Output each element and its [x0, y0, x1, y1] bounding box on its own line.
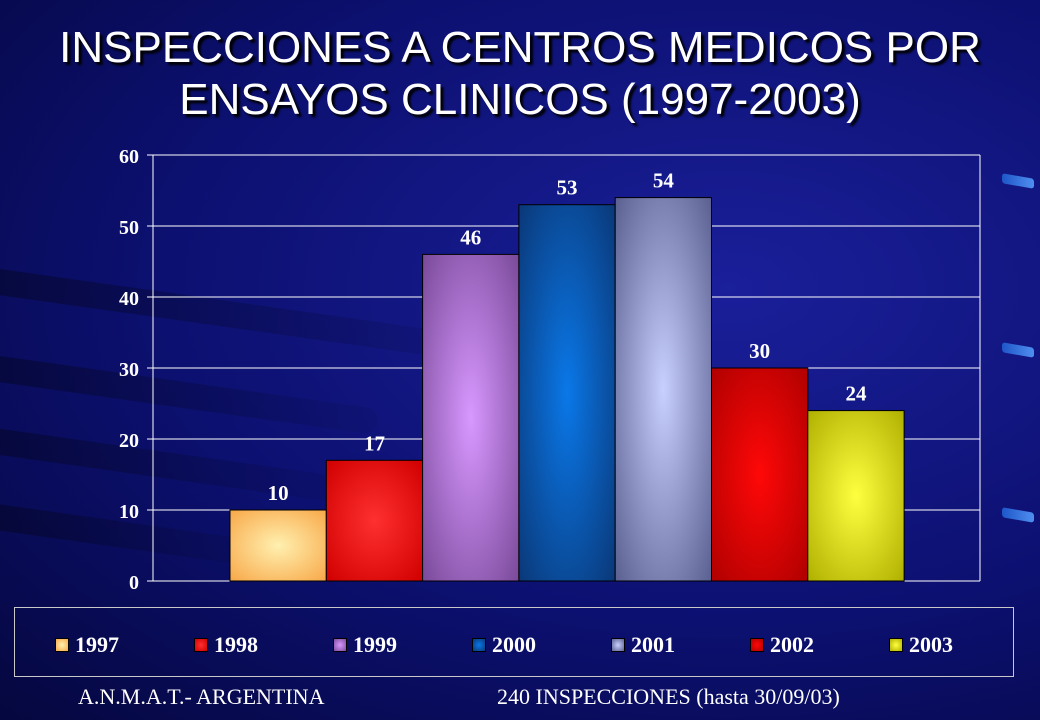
bar-2003 [807, 410, 905, 582]
legend-item-2000: 2000 [472, 634, 536, 656]
legend-item-1997: 1997 [55, 634, 119, 656]
bar-2000 [518, 204, 616, 582]
legend-swatch [194, 638, 208, 652]
legend-swatch [472, 638, 486, 652]
footer-total: 240 INSPECCIONES (hasta 30/09/03) [497, 684, 840, 709]
data-label-1998: 17 [364, 431, 385, 455]
legend-item-1999: 1999 [333, 634, 397, 656]
legend-item-1998: 1998 [194, 634, 258, 656]
legend-swatch [889, 638, 903, 652]
legend-label: 1998 [214, 632, 258, 657]
data-label-1997: 10 [268, 481, 289, 505]
y-tick-label: 50 [119, 217, 139, 239]
legend-label: 2000 [492, 632, 536, 657]
data-label-2000: 53 [557, 176, 578, 200]
data-labels: 10 17 46 53 54 30 24 [268, 169, 867, 505]
title-line-2: ENSAYOS CLINICOS (1997-2003) [179, 75, 861, 124]
bar-2002 [711, 367, 809, 582]
legend-swatch [611, 638, 625, 652]
legend-label: 1999 [353, 632, 397, 657]
page-title: INSPECCIONES A CENTROS MEDICOS POR ENSAY… [0, 22, 1040, 126]
y-tick-label: 60 [119, 146, 139, 168]
legend-label: 2001 [631, 632, 675, 657]
chart-legend: 1997 1998 1999 2000 2001 2002 2003 [14, 607, 1014, 677]
legend-swatch [333, 638, 347, 652]
data-label-1999: 46 [460, 225, 481, 249]
bars [229, 197, 905, 582]
legend-swatch [750, 638, 764, 652]
legend-label: 2003 [909, 632, 953, 657]
bar-1997 [229, 509, 327, 582]
y-tick-label: 40 [119, 288, 139, 310]
y-tick-label: 10 [119, 501, 139, 523]
y-tick-label: 20 [119, 430, 139, 452]
legend-label: 2002 [770, 632, 814, 657]
legend-swatch [55, 638, 69, 652]
legend-label: 1997 [75, 632, 119, 657]
y-tick-label: 0 [129, 572, 139, 594]
data-label-2001: 54 [653, 169, 675, 193]
legend-item-2002: 2002 [750, 634, 814, 656]
title-line-1: INSPECCIONES A CENTROS MEDICOS POR [59, 23, 981, 72]
data-label-2002: 30 [749, 339, 770, 363]
legend-item-2003: 2003 [889, 634, 953, 656]
bar-2001 [614, 197, 713, 582]
legend-item-2001: 2001 [611, 634, 675, 656]
bar-1998 [325, 459, 424, 582]
bar-1999 [422, 253, 520, 582]
footer-organization: A.N.M.A.T.- ARGENTINA [78, 684, 325, 709]
data-label-2003: 24 [845, 382, 867, 406]
y-tick-label: 30 [119, 359, 139, 381]
